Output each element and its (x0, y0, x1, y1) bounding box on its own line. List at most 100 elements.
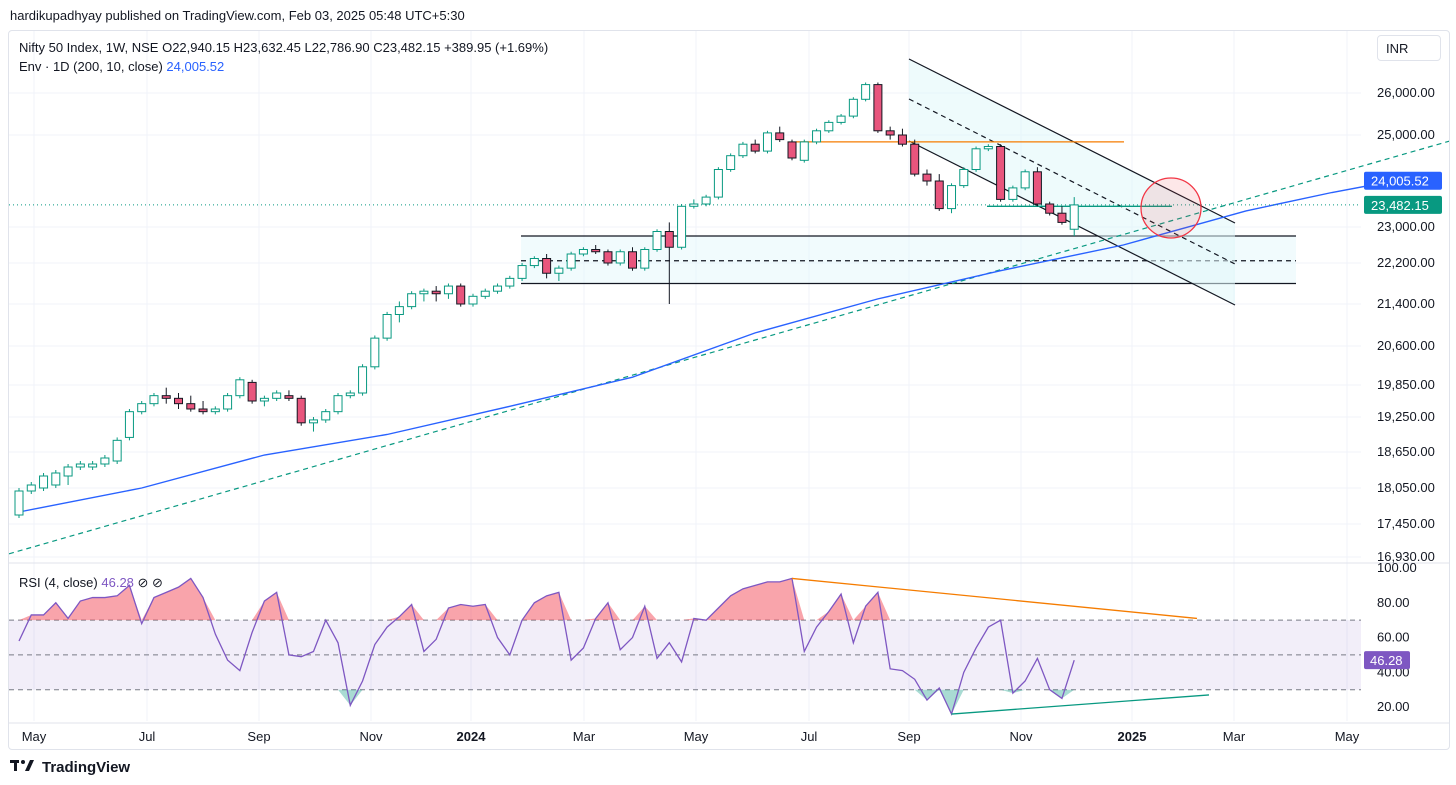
candle-body (775, 132, 785, 141)
candle-body (370, 337, 380, 368)
channel-upper-line (908, 58, 1236, 224)
candle-body (14, 490, 24, 516)
time-tick-label: Sep (897, 729, 920, 744)
price-tick-label: 19,850.00 (1377, 377, 1435, 392)
rsi-visibility-icon[interactable]: ⊘ ⊘ (137, 575, 163, 590)
candle-body (762, 132, 772, 152)
candle-body (824, 121, 834, 132)
low-value: L22,786.90 (304, 40, 370, 55)
candle-body (836, 115, 846, 123)
currency-selector[interactable]: INR (1377, 35, 1441, 61)
candle-body (88, 463, 98, 468)
candle-body (210, 408, 220, 413)
rsi-value-badge-text: 46.28 (1370, 653, 1403, 668)
last-price-badge-text: 23,482.15 (1371, 198, 1429, 213)
candle-body (75, 463, 85, 468)
grid (9, 31, 1361, 721)
candle-body (186, 403, 196, 410)
change-value: +389.95 (+1.69%) (444, 40, 549, 55)
candle-body (713, 169, 723, 198)
candle-body (112, 439, 122, 462)
env-price-badge (1364, 171, 1442, 190)
candle-body (517, 265, 527, 279)
price-tick-label: 17,450.00 (1377, 516, 1435, 531)
candle-body (333, 395, 343, 413)
candle-body (689, 203, 699, 207)
candle-body (1045, 203, 1055, 214)
candle-body (443, 285, 453, 295)
candle-body (137, 403, 147, 413)
candle-body (456, 285, 466, 305)
price-tick-label: 23,000.00 (1377, 219, 1435, 234)
candle-body (787, 141, 797, 159)
candle-body (591, 249, 601, 253)
envelope-basis-line (18, 180, 1394, 513)
rsi-legend: RSI (4, close) 46.28 ⊘ ⊘ (19, 575, 163, 591)
candle-body (26, 484, 36, 492)
env-label: Env · 1D (200, 10, close) (19, 59, 163, 74)
candle-body (615, 251, 625, 264)
time-tick-label: Sep (247, 729, 270, 744)
price-tick-label: 22,200.00 (1377, 255, 1435, 270)
candle-body (934, 180, 944, 210)
channel-mid-line (908, 98, 1236, 265)
candle-body (664, 231, 674, 248)
env-value: 24,005.52 (166, 59, 225, 74)
candle-body (910, 143, 920, 175)
candle-body (394, 306, 404, 315)
candle-body (358, 366, 368, 394)
rsi-tick-label: 100.00 (1377, 560, 1417, 575)
candle-body (284, 395, 294, 399)
candle-body (861, 84, 871, 100)
candle-body (873, 84, 883, 132)
time-tick-label: Nov (359, 729, 383, 744)
chart-canvas[interactable]: 26,000.00 25,000.00 23,000.00 22,200.00 21,4… (9, 31, 1449, 749)
rsi-overbought-fill (19, 578, 1075, 621)
candle-body (419, 290, 429, 295)
price-tick-label: 19,250.00 (1377, 409, 1435, 424)
candle-body (983, 146, 993, 150)
candle-body (578, 249, 588, 255)
candle-body (971, 148, 981, 171)
candle-body (161, 395, 171, 399)
candle-body (308, 419, 318, 424)
candle-body (959, 169, 969, 187)
candle-body (701, 196, 711, 205)
candle-body (63, 466, 73, 477)
candle-body (848, 98, 858, 117)
candle-body (235, 379, 245, 397)
time-tick-label: Jul (139, 729, 156, 744)
rsi-bearish-divergence-line (791, 577, 1198, 620)
tradingview-logo-icon (10, 758, 36, 776)
price-tick-label: 25,000.00 (1377, 127, 1435, 142)
candle-body (603, 251, 613, 264)
candle-body (529, 258, 539, 267)
candle-body (652, 231, 662, 250)
candle-body (345, 392, 355, 397)
candle-body (51, 472, 61, 486)
price-tick-label: 20,600.00 (1377, 338, 1435, 353)
candle-body (1069, 204, 1079, 230)
price-tick-label: 26,000.00 (1377, 85, 1435, 100)
candle-body (431, 290, 441, 295)
candle-body (799, 141, 809, 161)
candle-body (468, 295, 478, 305)
symbol-legend: Nifty 50 Index, 1W, NSE O22,940.15 H23,6… (19, 40, 548, 55)
chart-frame: 26,000.00 25,000.00 23,000.00 22,200.00 21,4… (8, 30, 1450, 750)
candle-body (480, 290, 490, 297)
dashed-trendline (9, 140, 1449, 555)
candle-body (493, 285, 503, 292)
candle-body (738, 143, 748, 157)
candle-body (726, 155, 736, 170)
candle-body (382, 314, 392, 339)
candle-body (149, 395, 159, 405)
time-axis: May Jul Sep Nov 2024 Mar May Jul Sep Nov 2025 Mar Ma… (9, 722, 1449, 744)
open-value: O22,940.15 (162, 40, 231, 55)
time-tick-label: May (1335, 729, 1360, 744)
candle-body (198, 408, 208, 413)
rsi-tick-label: 20.00 (1377, 699, 1410, 714)
rsi-value: 46.28 (101, 575, 134, 590)
time-tick-label: 2025 (1118, 729, 1147, 744)
candle-body (272, 392, 282, 399)
rsi-label: RSI (4, close) (19, 575, 98, 590)
